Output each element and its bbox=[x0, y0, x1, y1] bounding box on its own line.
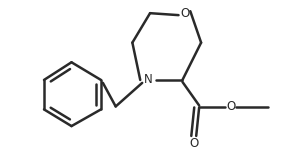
Text: O: O bbox=[226, 100, 235, 113]
Text: O: O bbox=[181, 7, 190, 20]
Text: O: O bbox=[190, 137, 199, 150]
Text: N: N bbox=[144, 73, 152, 86]
